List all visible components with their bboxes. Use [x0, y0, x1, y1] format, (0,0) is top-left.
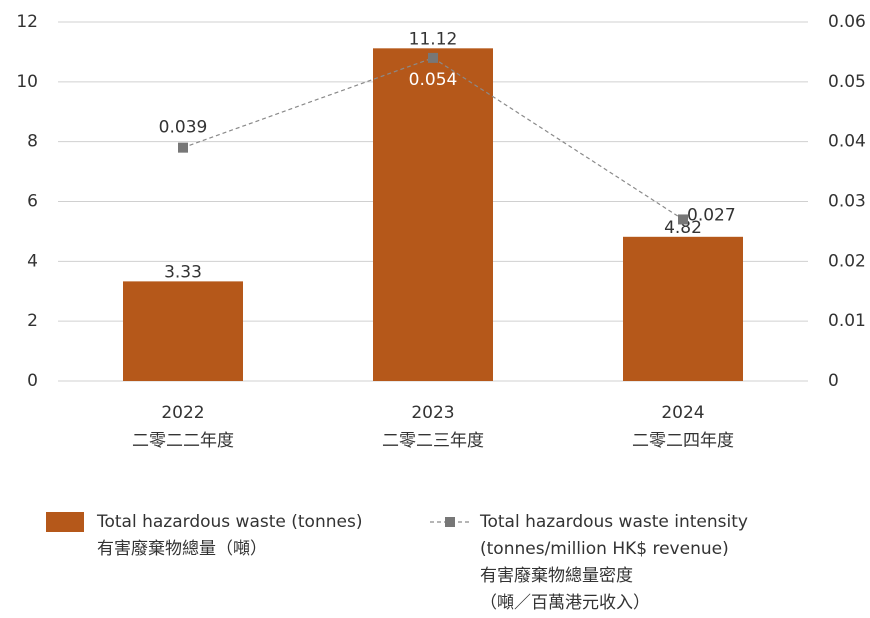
y2-tick-label: 0	[828, 371, 839, 391]
line-marker	[178, 142, 188, 153]
bar	[373, 48, 493, 382]
legend-swatch	[46, 512, 84, 532]
y-tick-label: 0	[27, 371, 38, 391]
legend-label: (tonnes/million HK$ revenue)	[480, 539, 729, 559]
bar-value-label: 11.12	[409, 29, 458, 49]
y-tick-label: 6	[27, 192, 38, 212]
legend-label: （噸／百萬港元收入）	[480, 593, 650, 613]
y-tick-label: 2	[27, 311, 38, 331]
y2-tick-label: 0.06	[828, 12, 866, 32]
bar-value-label: 4.82	[664, 218, 702, 238]
y2-tick-label: 0.05	[828, 72, 866, 92]
x-tick-label: 2023	[411, 403, 454, 423]
line-value-label: 0.039	[159, 118, 208, 138]
x-tick-label-zh: 二零二三年度	[382, 431, 484, 451]
legend-label: Total hazardous waste intensity	[479, 512, 748, 532]
line-marker	[678, 214, 688, 225]
y2-tick-label: 0.03	[828, 192, 866, 212]
line-value-label: 0.054	[409, 70, 458, 90]
y-tick-label: 12	[16, 12, 38, 32]
bar	[123, 281, 243, 381]
line	[182, 57, 684, 220]
y-tick-label: 8	[27, 132, 38, 152]
line-marker	[428, 52, 438, 63]
bar	[623, 236, 743, 381]
legend-label: Total hazardous waste (tonnes)	[96, 512, 362, 532]
y-tick-label: 4	[27, 251, 38, 271]
x-tick-label-zh: 二零二四年度	[632, 431, 734, 451]
x-tick-label: 2024	[661, 403, 704, 423]
line-value-label: 0.027	[687, 205, 736, 225]
y-tick-label: 10	[16, 72, 38, 92]
y2-tick-label: 0.02	[828, 251, 866, 271]
legend-label: 有害廢棄物總量（噸）	[97, 539, 267, 559]
x-tick-label: 2022	[161, 403, 204, 423]
y2-tick-label: 0.04	[828, 132, 866, 152]
y2-tick-label: 0.01	[828, 311, 866, 331]
x-tick-label-zh: 二零二二年度	[132, 431, 234, 451]
bar-value-label: 3.33	[164, 262, 202, 282]
legend-marker	[445, 517, 455, 527]
legend-label: 有害廢棄物總量密度	[480, 566, 633, 586]
